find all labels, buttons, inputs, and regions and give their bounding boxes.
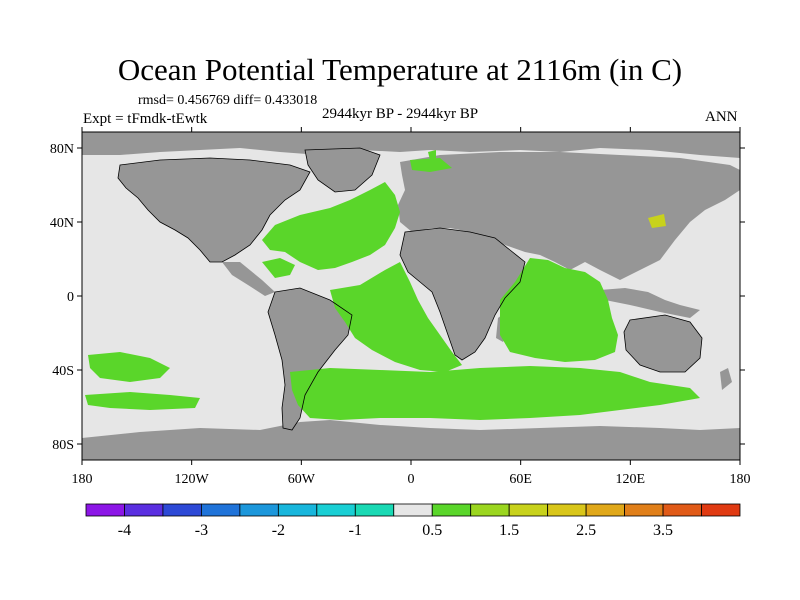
colorbar-swatch <box>431 503 472 517</box>
coastlines <box>117 147 703 431</box>
colorbar-label: 3.5 <box>653 522 673 539</box>
colorbar-swatch <box>162 503 202 517</box>
colorbar-swatch <box>470 503 510 517</box>
land-masses <box>82 132 740 460</box>
colorbar-label: -2 <box>272 522 285 539</box>
lon-label: 180 <box>730 472 751 487</box>
colorbar-label: 1.5 <box>499 522 519 539</box>
stats-text: rmsd= 0.456769 diff= 0.433018 <box>138 93 318 108</box>
colorbar-swatch <box>662 503 702 517</box>
latitude-axis: 80N 40N 0 40S 80S <box>50 142 745 453</box>
colorbar-swatch <box>547 503 587 517</box>
colorbar-label: 0.5 <box>422 522 442 539</box>
lat-label: 80S <box>52 438 74 453</box>
colorbar-swatch <box>701 503 741 517</box>
colorbar-swatch <box>508 503 549 517</box>
colorbar-swatch <box>585 503 625 517</box>
period-label: 2944kyr BP - 2944kyr BP <box>322 106 479 122</box>
lat-label: 40S <box>52 364 74 379</box>
lat-label: 80N <box>50 142 74 157</box>
colorbar-swatch <box>624 503 664 517</box>
lon-label: 0 <box>408 472 415 487</box>
lat-label: 0 <box>67 290 74 305</box>
longitude-axis: 180 120W 60W 0 60E 120E 180 <box>72 127 751 487</box>
lat-label: 40N <box>50 216 74 231</box>
colorbar-swatch <box>85 503 125 517</box>
colorbar-swatch <box>239 503 279 517</box>
colorbar-swatch <box>316 503 356 517</box>
colorbar: -4 -3 -2 -1 0.5 1.5 2.5 3.5 <box>85 503 741 539</box>
colorbar-swatch <box>393 503 433 517</box>
lon-label: 60W <box>288 472 316 487</box>
map-area <box>82 132 740 460</box>
colorbar-swatch <box>277 503 318 517</box>
lon-label: 60E <box>509 472 532 487</box>
colorbar-swatch <box>354 503 395 517</box>
lon-label: 120E <box>616 472 646 487</box>
colorbar-label: -1 <box>349 522 362 539</box>
colorbar-label: -4 <box>118 522 131 539</box>
warm-anomaly-regions <box>85 150 700 420</box>
colorbar-swatch <box>201 503 241 517</box>
plot-title: Ocean Potential Temperature at 2116m (in… <box>117 52 683 87</box>
lon-label: 120W <box>175 472 210 487</box>
colorbar-label: 2.5 <box>576 522 596 539</box>
experiment-label: Expt = tFmdk-tEwtk <box>83 111 208 127</box>
colorbar-swatch <box>124 503 164 517</box>
season-label: ANN <box>705 109 738 125</box>
hot-spot-region <box>648 214 666 228</box>
lon-label: 180 <box>72 472 93 487</box>
colorbar-label: -3 <box>195 522 208 539</box>
